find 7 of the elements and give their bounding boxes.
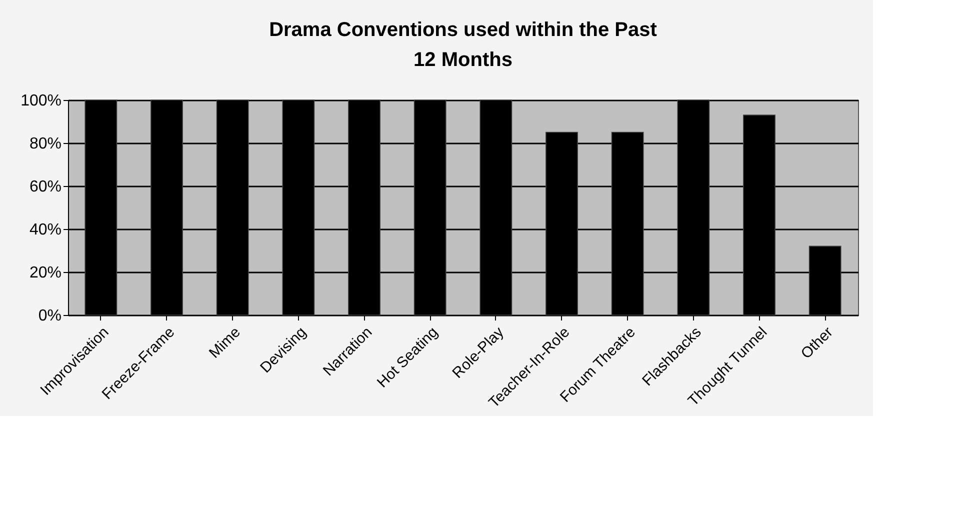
- y-tick-label: 20%: [29, 264, 62, 282]
- y-tick-label: 40%: [29, 222, 62, 238]
- y-tick-label: 80%: [29, 136, 62, 152]
- chart-title: Drama Conventions used within the Past 12 Months: [269, 19, 658, 71]
- y-tick-label: 100%: [20, 92, 62, 110]
- y-tick-label: 60%: [29, 178, 62, 196]
- y-tick-label: 0%: [38, 308, 62, 324]
